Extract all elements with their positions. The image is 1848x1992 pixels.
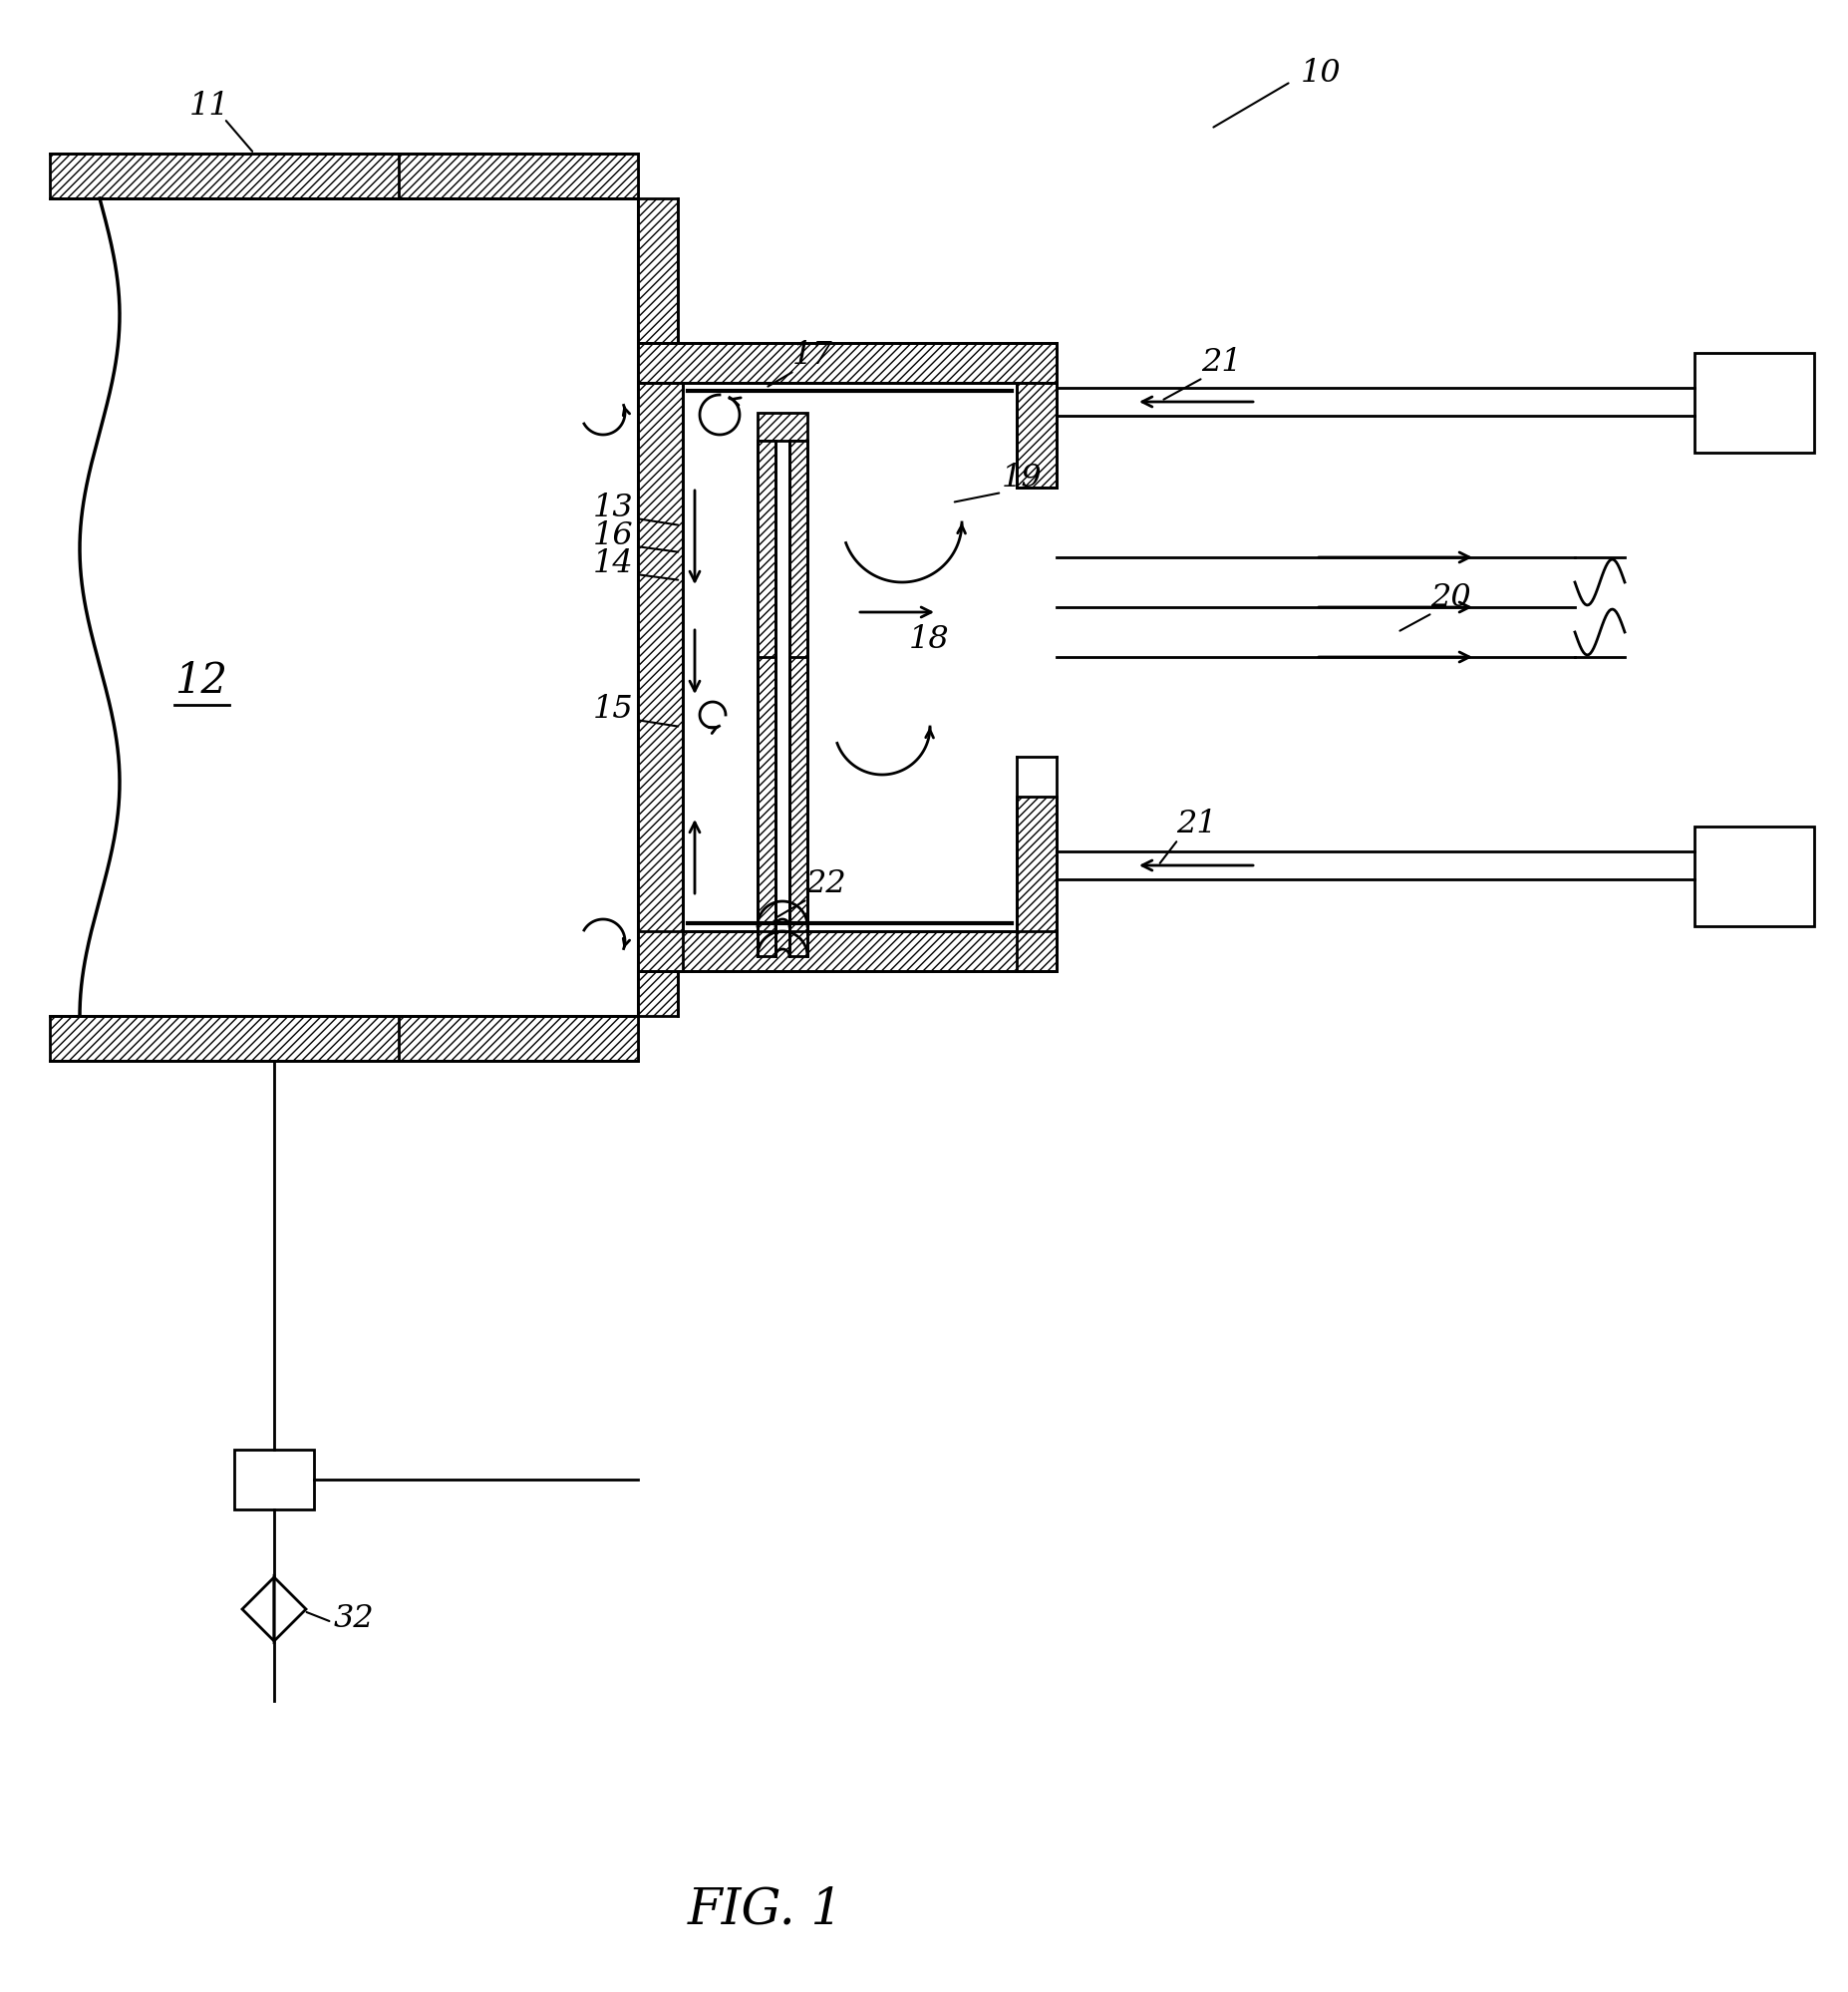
Bar [50,155,638,199]
Text: 21: 21 [1175,809,1216,839]
Bar [638,199,678,345]
Bar [235,1450,314,1510]
Text: 12: 12 [174,659,227,701]
Bar [50,1016,638,1062]
Text: 11: 11 [188,92,229,122]
Text: 18: 18 [909,623,950,655]
Bar [399,1016,638,1062]
Text: 17: 17 [793,341,833,371]
Bar [789,442,808,926]
Text: 16: 16 [593,520,634,552]
Text: 32: 32 [334,1602,375,1633]
Text: 15: 15 [593,693,634,725]
Bar [1695,355,1815,454]
Bar [638,384,682,972]
Bar [399,155,638,199]
Text: 22: 22 [806,869,846,898]
Bar [1016,797,1057,972]
Bar [638,972,678,1016]
Text: 13: 13 [593,492,634,524]
Bar [758,414,808,442]
Text: FIG. 1: FIG. 1 [687,1884,845,1934]
Bar [1016,384,1057,488]
Bar [1695,827,1815,926]
Bar [638,932,1057,972]
Text: 10: 10 [1301,58,1342,90]
Text: 14: 14 [593,548,634,580]
Text: 20: 20 [1430,582,1471,614]
Bar [758,442,776,926]
Bar [789,657,808,956]
Text: 21: 21 [1201,347,1242,378]
Bar [758,657,776,956]
Text: 19: 19 [1002,462,1042,494]
Bar [638,345,1057,384]
